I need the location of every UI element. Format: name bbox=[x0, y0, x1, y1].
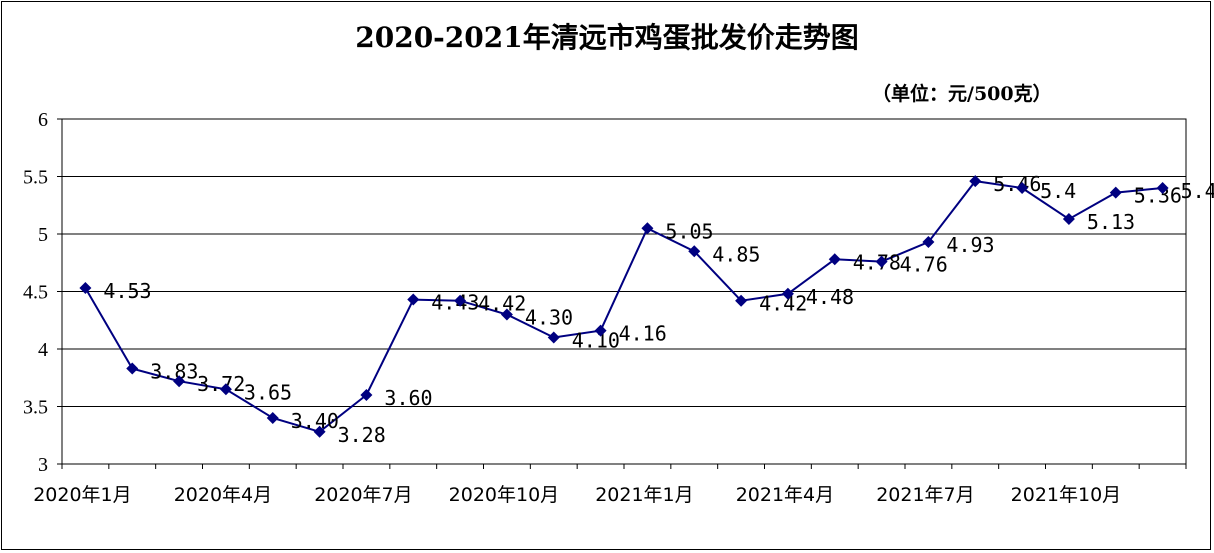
y-tick-label: 4.5 bbox=[23, 282, 48, 304]
data-point bbox=[594, 324, 607, 337]
data-point bbox=[219, 383, 232, 396]
data-label: 4.30 bbox=[525, 306, 573, 330]
data-point bbox=[1156, 182, 1169, 194]
x-tick-label: 2021年10月 bbox=[1011, 484, 1122, 506]
data-point bbox=[500, 308, 513, 321]
data-point bbox=[781, 287, 794, 300]
data-point bbox=[688, 245, 701, 258]
data-label: 5.46 bbox=[993, 172, 1041, 196]
data-label: 4.76 bbox=[900, 253, 948, 277]
chart-title: 2020-2021年清远市鸡蛋批发价走势图 bbox=[355, 21, 859, 54]
data-point bbox=[173, 375, 186, 388]
data-point bbox=[641, 222, 654, 235]
data-point bbox=[313, 425, 326, 438]
data-label: 5.4 bbox=[1040, 179, 1076, 203]
data-label: 3.83 bbox=[150, 360, 198, 384]
series-line bbox=[84, 180, 1163, 433]
data-label: 4.85 bbox=[712, 242, 760, 266]
x-tick-label: 2020年4月 bbox=[174, 484, 272, 506]
data-point bbox=[454, 294, 467, 307]
data-point bbox=[266, 412, 279, 424]
y-tick-label: 3.5 bbox=[23, 397, 48, 419]
data-label: 4.10 bbox=[572, 329, 620, 353]
data-label: 3.65 bbox=[244, 380, 292, 404]
data-point bbox=[79, 282, 92, 295]
data-point bbox=[828, 253, 841, 266]
y-tick-label: 4 bbox=[38, 339, 48, 361]
data-point bbox=[407, 293, 420, 306]
y-tick-label: 3 bbox=[38, 454, 48, 476]
data-label: 4.93 bbox=[946, 233, 994, 257]
data-point bbox=[875, 255, 888, 268]
data-label: 5.05 bbox=[665, 219, 713, 243]
data-label: 4.42 bbox=[478, 292, 526, 316]
data-label: 3.40 bbox=[291, 409, 339, 433]
x-tick-label: 2021年4月 bbox=[736, 484, 834, 506]
data-point bbox=[1062, 213, 1075, 226]
data-label: 4.48 bbox=[806, 285, 854, 309]
data-label: 4.43 bbox=[431, 291, 479, 315]
data-point bbox=[1016, 182, 1029, 194]
data-point bbox=[126, 362, 139, 375]
data-point bbox=[969, 175, 982, 188]
y-tick-label: 6 bbox=[38, 109, 48, 131]
data-label: 4.42 bbox=[759, 292, 807, 316]
x-tick-label: 2021年7月 bbox=[876, 484, 974, 506]
x-tick-label: 2020年1月 bbox=[33, 484, 131, 506]
data-label: 5.13 bbox=[1087, 210, 1135, 234]
data-point bbox=[360, 389, 373, 401]
data-label: 5.4 bbox=[1181, 179, 1214, 203]
data-label: 3.72 bbox=[197, 372, 245, 396]
data-label: 4.16 bbox=[619, 322, 667, 346]
unit-label: （单位：元/500克） bbox=[872, 83, 1052, 105]
x-tick-label: 2020年7月 bbox=[314, 484, 412, 506]
data-point bbox=[547, 331, 560, 344]
x-tick-label: 2021年1月 bbox=[595, 484, 693, 506]
data-point bbox=[1109, 186, 1122, 199]
y-tick-label: 5.5 bbox=[23, 167, 48, 189]
y-tick-label: 5 bbox=[38, 224, 48, 246]
data-label: 4.53 bbox=[103, 279, 151, 303]
data-point bbox=[735, 294, 748, 307]
data-label: 3.28 bbox=[338, 423, 386, 447]
data-point bbox=[922, 236, 935, 249]
data-label: 3.60 bbox=[384, 386, 432, 410]
x-tick-label: 2020年10月 bbox=[449, 484, 560, 506]
